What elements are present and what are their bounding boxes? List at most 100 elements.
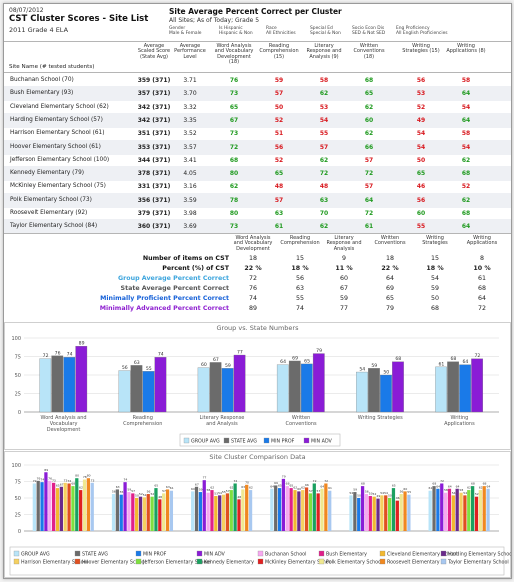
summary-column-header-line: Strategies bbox=[422, 240, 448, 247]
table-row: Buchanan School (70) 359 (371) 3.71 76 59 58 6… bbox=[4, 73, 511, 88]
bar-value-label: 72 bbox=[313, 479, 317, 483]
x-category-label: Reading bbox=[133, 415, 153, 421]
bar-value-label: 54 bbox=[380, 491, 384, 495]
bar-value-label: 72 bbox=[324, 479, 328, 483]
summary-value: 69 bbox=[385, 285, 394, 292]
bar bbox=[115, 489, 119, 531]
scaled-score: 356 (371) bbox=[137, 196, 171, 204]
cluster-percent: 53 bbox=[319, 103, 329, 111]
bar bbox=[463, 495, 467, 531]
scaled-score: 378 (371) bbox=[137, 170, 171, 178]
filter-item: Race All Ethnicities bbox=[266, 26, 296, 36]
bar-value-label: 63 bbox=[166, 485, 170, 489]
bar-value-label: 63 bbox=[241, 485, 245, 489]
cluster-percent: 62 bbox=[364, 103, 374, 111]
filter-item: Special Ed Special & Non bbox=[310, 26, 341, 36]
bar bbox=[380, 495, 384, 531]
summary-column-header-line: Response and bbox=[326, 240, 362, 247]
bar-value-label: 63 bbox=[116, 485, 120, 489]
summary-column-header: Literary Response and Analysis bbox=[320, 235, 368, 252]
bar-value-label: 78 bbox=[83, 475, 87, 479]
bar bbox=[372, 496, 376, 531]
bar-value-label: 72 bbox=[33, 479, 37, 483]
column-header-line: Applications (8) bbox=[446, 48, 486, 55]
cluster-percent: 48 bbox=[319, 183, 329, 191]
bar bbox=[300, 363, 313, 413]
cluster-percent: 62 bbox=[461, 196, 471, 204]
bar-value-label: 67 bbox=[60, 482, 64, 486]
chart-border bbox=[4, 322, 511, 450]
summary-column-header-line: Comprehension bbox=[280, 240, 320, 247]
legend-swatch bbox=[74, 550, 81, 557]
legend-label: GROUP AVG bbox=[191, 439, 220, 445]
bar bbox=[237, 499, 241, 531]
legend-label: Bush Elementary bbox=[326, 552, 367, 558]
table-row: Polk Elementary School (73) 356 (371) 3.59… bbox=[4, 192, 511, 208]
bar bbox=[154, 488, 158, 531]
bar-value-label: 64 bbox=[270, 484, 274, 488]
cluster-percent: 73 bbox=[229, 130, 239, 138]
column-header: Average Performance Level bbox=[168, 43, 212, 60]
bar bbox=[79, 490, 83, 531]
filter-item: Socio Econ Dis SED & Not SED bbox=[352, 26, 385, 36]
bar-value-label: 58 bbox=[459, 488, 463, 492]
bar bbox=[486, 488, 490, 531]
cluster-percent: 62 bbox=[319, 156, 329, 164]
summary-value: 56 bbox=[295, 275, 304, 282]
bar bbox=[36, 480, 40, 531]
summary-column-header: Reading Comprehension bbox=[276, 235, 324, 247]
site-name: Bush Elementary (93) bbox=[10, 90, 74, 97]
summary-value: 72 bbox=[477, 305, 486, 312]
summary-row: Minimally Advanced Percent Correct 89 74 77… bbox=[4, 304, 511, 314]
y-tick-label: 75 bbox=[15, 355, 21, 361]
performance-level: 3.16 bbox=[183, 183, 197, 191]
bar bbox=[59, 486, 63, 531]
bar-value-label: 68 bbox=[432, 482, 436, 486]
bar-value-label: 59 bbox=[127, 488, 131, 492]
summary-value: 18 bbox=[248, 255, 257, 262]
filter-item: Eng Proficiency All English Proficiencies bbox=[396, 26, 448, 36]
summary-value: 59 bbox=[339, 295, 348, 302]
summary-value: 18 bbox=[385, 255, 394, 262]
bar bbox=[206, 492, 210, 531]
bar-value-label: 54 bbox=[384, 491, 388, 495]
bar bbox=[71, 486, 75, 531]
bar bbox=[320, 488, 324, 531]
summary-value: 65 bbox=[385, 295, 394, 302]
filter-value: Hispanic & Non bbox=[219, 31, 253, 36]
scaled-score: 359 (371) bbox=[137, 77, 171, 84]
bar bbox=[210, 490, 214, 531]
bar-value-label: 64 bbox=[462, 359, 468, 365]
summary-row: State Average Percent Correct 76 63 67 69 59 6… bbox=[4, 284, 511, 294]
x-category-label: Writing Strategies bbox=[358, 415, 403, 421]
column-header-line: (State Avg) bbox=[140, 53, 168, 60]
legend-swatch bbox=[257, 558, 264, 565]
bar-value-label: 60 bbox=[403, 487, 407, 491]
bar-value-label: 53 bbox=[214, 492, 218, 496]
bar-value-label: 57 bbox=[309, 489, 313, 493]
cluster-percent: 52 bbox=[274, 156, 284, 164]
cluster-percent: 58 bbox=[319, 77, 329, 84]
summary-value: 64 bbox=[477, 295, 486, 302]
cluster-percent: 60 bbox=[416, 210, 426, 217]
summary-column-header-line: Reading bbox=[289, 235, 311, 241]
cluster-percent: 62 bbox=[461, 156, 471, 164]
column-header-line: Literary bbox=[314, 43, 334, 49]
scaled-score: 357 (371) bbox=[137, 90, 171, 98]
summary-value: 54 bbox=[430, 275, 439, 282]
bar bbox=[407, 494, 411, 531]
bar-value-label: 68 bbox=[483, 482, 487, 486]
bar-value-label: 64 bbox=[456, 484, 460, 488]
bar bbox=[165, 489, 170, 531]
filter-label: Socio Econ Dis bbox=[352, 26, 385, 31]
cluster-percent: 60 bbox=[364, 116, 374, 124]
bar-value-label: 69 bbox=[292, 355, 298, 361]
group-vs-state-chart: Group vs. State Numbers 0 25 50 75 100 72 76 74 8… bbox=[4, 322, 511, 450]
summary-value: 15 bbox=[430, 255, 439, 262]
legend-label: MIN ADV bbox=[204, 552, 226, 558]
column-header-line: Strategies (15) bbox=[402, 48, 440, 55]
bar bbox=[52, 482, 56, 531]
bar-value-label: 68 bbox=[450, 356, 456, 362]
bar-value-label: 62 bbox=[249, 486, 253, 490]
bar-value-label: 62 bbox=[79, 486, 83, 490]
